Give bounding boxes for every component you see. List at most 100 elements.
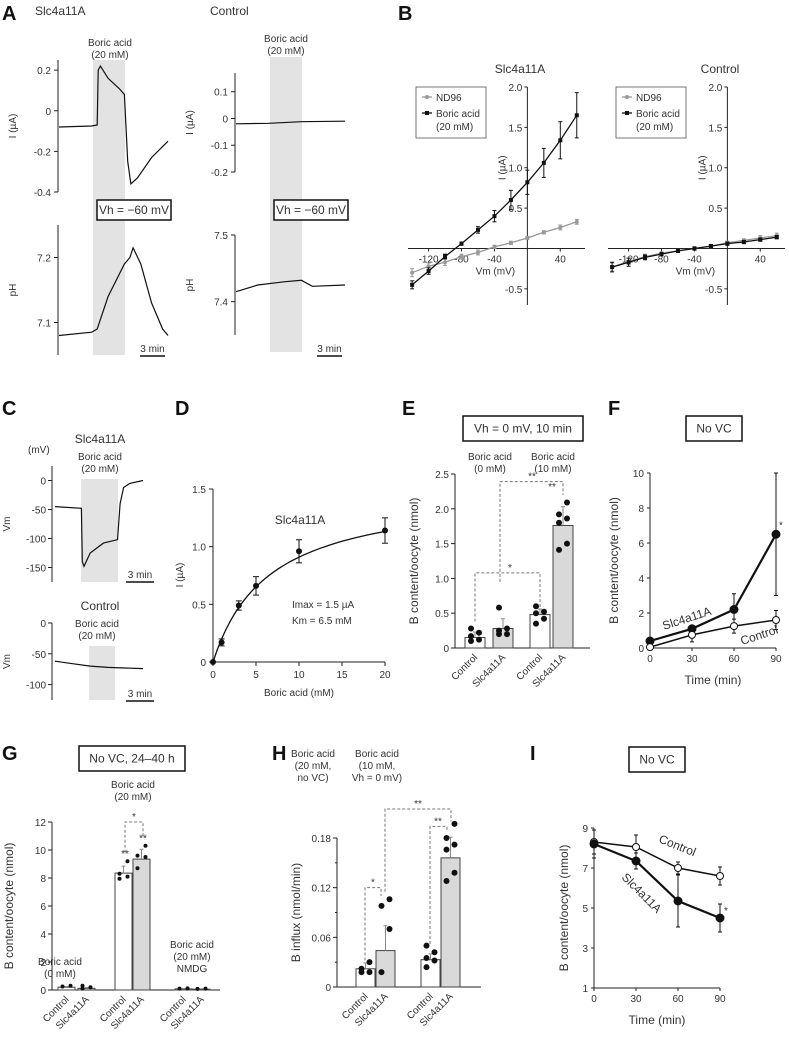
significance-bracket: [124, 821, 144, 853]
group-label: no VC): [297, 773, 328, 784]
trace-line: [58, 64, 169, 186]
data-point: [541, 615, 547, 622]
y-axis-label: B influx (nmol/min): [289, 863, 303, 962]
data-point: [125, 874, 130, 879]
y-tick-label: -100: [26, 535, 46, 546]
chart-title: Control: [701, 62, 740, 76]
data-point: [143, 855, 148, 859]
data-point: [443, 878, 450, 885]
y-tick-label: 6: [638, 539, 644, 550]
data-point: [646, 643, 654, 652]
x-axis-label: Vm (mV): [476, 266, 515, 277]
y-tick-label: 0.5: [192, 600, 206, 611]
data-point: [117, 871, 122, 876]
data-point: [443, 835, 450, 841]
y-axis-label: B content/oocyte (nmol): [557, 845, 571, 972]
trace-line: [235, 120, 346, 125]
data-point: [210, 659, 216, 665]
x-axis-label: Vm (mV): [676, 266, 715, 277]
y-tick-label: 2.0: [508, 83, 522, 94]
data-point: [541, 160, 546, 165]
y-tick-label: -150: [26, 564, 46, 575]
y-tick-label: 6: [40, 902, 46, 913]
data-point: [626, 260, 631, 265]
significance-star: **: [121, 849, 129, 860]
bar-slc4a11a: [375, 950, 396, 988]
data-point: [492, 244, 497, 249]
x-tick-label: 30: [630, 994, 642, 1005]
holding-voltage-label-box: [96, 199, 172, 221]
y-tick-label: -0.5: [705, 285, 723, 296]
x-tick-label: 40: [755, 254, 767, 265]
data-point: [556, 511, 562, 518]
data-point: [558, 225, 563, 230]
y-tick-label: 0: [40, 619, 46, 630]
data-point: [185, 986, 190, 991]
y-tick-label: 0.2: [37, 66, 51, 77]
data-point: [574, 113, 579, 118]
y-tick-label: 3: [582, 944, 588, 955]
data-point: [468, 638, 474, 645]
y-tick-label: 0: [45, 107, 51, 118]
y-tick-label: 9: [582, 824, 588, 835]
data-point: [431, 949, 438, 956]
y-tick-label: 7.1: [37, 319, 51, 330]
data-point: [451, 869, 458, 876]
data-point: [117, 876, 122, 881]
data-point: [508, 198, 513, 203]
x-tick-label: 90: [714, 994, 726, 1005]
y-tick-label: 1.5: [508, 123, 522, 134]
panel-label-I: I: [530, 743, 536, 765]
series-line-slc4a11a: [593, 842, 721, 920]
panel-label-F: F: [608, 398, 620, 420]
data-point: [410, 270, 415, 275]
y-tick-label: 2: [40, 958, 46, 969]
shade-label: Boric acid: [264, 34, 308, 45]
y-tick-label: 0.5: [435, 609, 449, 620]
fit-km-label: Km = 6.5 mM: [292, 616, 352, 627]
y-axis-label: B content/oocyte (nmol): [407, 498, 421, 625]
trace-title: Slc4a11A: [75, 432, 125, 446]
significance-bracket: [429, 825, 448, 944]
data-point: [556, 519, 562, 526]
group-label: Boric acid: [111, 780, 155, 791]
data-point: [774, 235, 779, 240]
y-axis-label: I (µA): [497, 155, 508, 180]
scale-bar-label: 3 min: [140, 344, 164, 355]
data-point: [135, 866, 140, 871]
y-tick-label: 12: [35, 818, 47, 829]
x-tick-label: -80: [654, 254, 669, 265]
y-axis-label: Vm: [2, 517, 13, 532]
data-point: [476, 629, 482, 636]
bar-control: [464, 637, 486, 649]
data-point: [135, 853, 140, 858]
y-tick-label: 0.5: [508, 204, 522, 215]
trace-line: [54, 660, 144, 670]
data-point: [382, 527, 388, 534]
series-line-control: [593, 841, 721, 877]
bar-control: [114, 872, 133, 991]
holding-voltage-label: Vh = −60 mV: [99, 203, 169, 217]
y-tick-label: 1.5: [708, 123, 722, 134]
y-tick-label: 0: [222, 114, 228, 125]
data-point: [60, 984, 65, 989]
x-tick-label: 5: [253, 670, 259, 681]
y-tick-label: 10: [633, 469, 645, 480]
series-label-slc4a11a: Slc4a11A: [619, 870, 665, 916]
y-tick-label: 8: [638, 504, 644, 515]
data-point: [431, 957, 438, 964]
panel-label-B: B: [398, 3, 412, 25]
data-point: [564, 499, 570, 506]
group-label: (0 mM): [44, 969, 76, 980]
chart-title: Slc4a11A: [275, 513, 325, 527]
data-point: [715, 913, 725, 923]
data-point: [589, 839, 599, 849]
y-axis-label: I (µA): [8, 114, 19, 139]
panel-label-E: E: [402, 398, 415, 420]
scale-bar-label: 3 min: [317, 344, 341, 355]
y-tick-label: 1.5: [435, 540, 449, 551]
data-point: [541, 230, 546, 235]
y-tick-label: 7.2: [37, 254, 51, 265]
legend-marker-boric-acid: [425, 111, 429, 115]
legend-label: ND96: [636, 93, 662, 104]
